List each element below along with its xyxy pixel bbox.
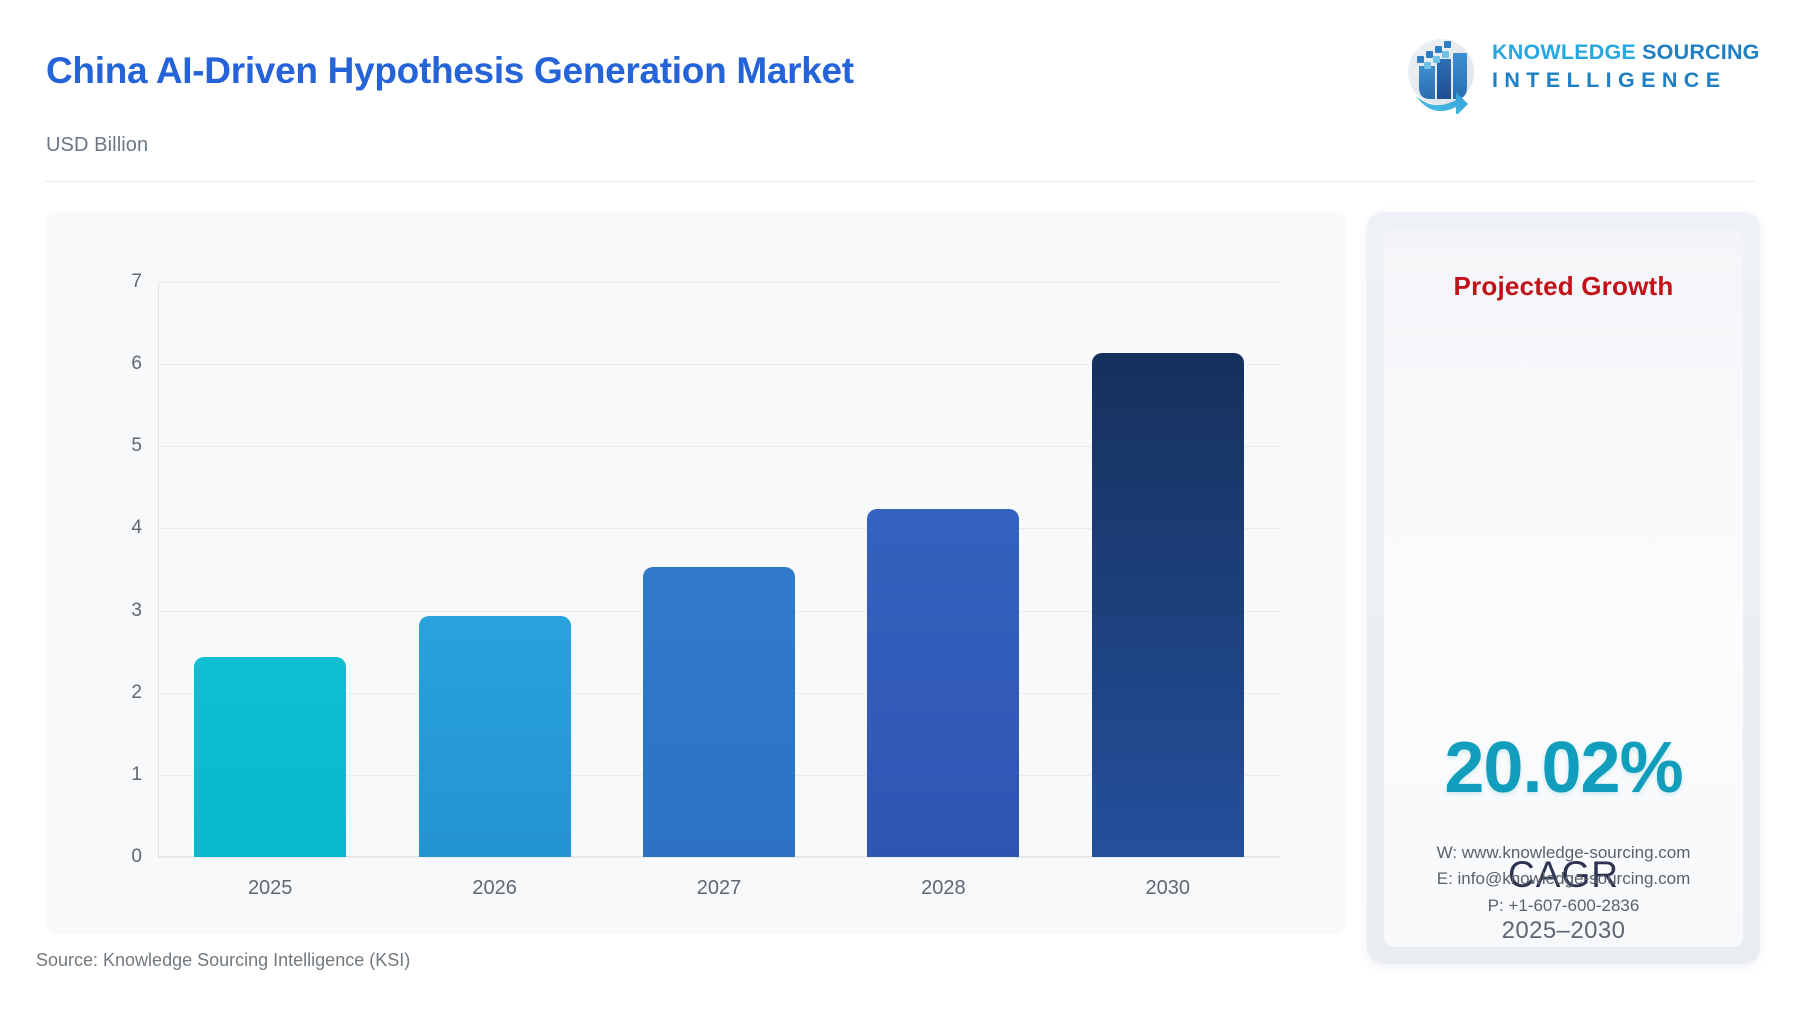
logo-word-sourcing: SOURCING	[1642, 40, 1760, 64]
y-axis-tick-label: 2	[131, 681, 142, 703]
y-axis-tick-label: 1	[131, 763, 142, 785]
header: China AI-Driven Hypothesis Generation Ma…	[0, 0, 1800, 182]
cagr-label: CAGR	[1508, 854, 1619, 895]
contact-phone: P: +1-607-600-2836	[1487, 895, 1640, 915]
bar-2028[interactable]	[867, 508, 1020, 857]
gridline	[158, 364, 1280, 366]
logo-mark-icon	[1396, 26, 1484, 116]
bar-2030[interactable]	[1091, 353, 1244, 857]
y-axis-line	[158, 282, 159, 857]
contact-block: W: www.knowledge-sourcing.com E: info@kn…	[1384, 840, 1743, 919]
y-axis-tick-label: 4	[131, 517, 142, 539]
projected-growth-card-inner: Projected Growth 20.02% CAGR 2025–2030 W…	[1384, 229, 1743, 947]
page-subtitle: USD Billion	[46, 134, 149, 156]
x-axis-tick-label: 2030	[1145, 877, 1191, 899]
contact-website[interactable]: W: www.knowledge-sourcing.com	[1436, 842, 1691, 862]
contact-email[interactable]: E: info@knowledge-sourcing.com	[1436, 869, 1691, 889]
y-axis-tick-label: 7	[131, 271, 142, 292]
plot-area: 0 1 2 3 4 5 6 7 2025 2026 2027 2028 2030	[131, 271, 1280, 899]
bar-2027[interactable]	[642, 567, 795, 857]
x-axis-tick-label: 2026	[472, 877, 517, 899]
y-axis-tick-label: 0	[131, 846, 142, 867]
header-divider	[44, 181, 1756, 182]
logo-word-intelligence: INTELLIGENCE	[1492, 67, 1727, 92]
bar-slot: 2027	[607, 282, 831, 899]
source-note: Source: Knowledge Sourcing Intelligence …	[36, 950, 411, 970]
logo-line-1: KNOWLEDGE SOURCING	[1492, 40, 1768, 65]
bar-slot: 2028	[831, 282, 1055, 899]
logo-wordmark: KNOWLEDGE SOURCING INTELLIGENCE	[1492, 40, 1768, 95]
gridline	[158, 282, 1280, 283]
bar-series: 2025 2026 2027 2028 2030	[158, 282, 1280, 899]
gridline	[158, 528, 1280, 530]
bar-slot: 2030	[1056, 282, 1280, 899]
x-axis-tick-label: 2028	[921, 877, 966, 899]
cagr-period: 2025–2030	[1501, 917, 1626, 944]
brand-logo: KNOWLEDGE SOURCING INTELLIGENCE	[1396, 24, 1768, 116]
bar-slot: 2025	[158, 282, 382, 899]
projected-growth-title: Projected Growth	[1453, 271, 1674, 301]
bar-slot: 2026	[382, 282, 606, 899]
y-axis-tick-label: 3	[131, 599, 142, 621]
y-axis-tick-label: 5	[131, 435, 142, 457]
cagr-value: 20.02%	[1444, 728, 1683, 808]
gridline	[158, 446, 1280, 448]
page-title: China AI-Driven Hypothesis Generation Ma…	[46, 50, 854, 91]
x-axis-tick-label: 2025	[247, 877, 293, 899]
logo-word-knowledge: KNOWLEDGE	[1492, 40, 1636, 64]
x-axis-tick-label: 2027	[696, 877, 742, 899]
chart-panel: 0 1 2 3 4 5 6 7 2025 2026 2027 2028 2030	[46, 212, 1346, 934]
bar-2026[interactable]	[418, 615, 571, 857]
gridline	[158, 857, 1280, 858]
projected-growth-card: Projected Growth 20.02% CAGR 2025–2030 W…	[1367, 212, 1760, 964]
y-axis-tick-label: 6	[131, 353, 142, 375]
bar-2025[interactable]	[194, 657, 347, 857]
